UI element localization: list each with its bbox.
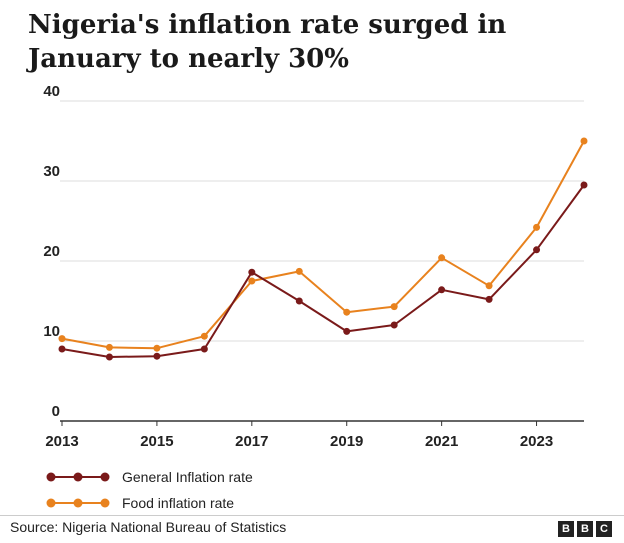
legend-item-general: General Inflation rate <box>46 464 253 490</box>
x-tick-label: 2023 <box>520 433 553 450</box>
data-point-food <box>580 137 588 145</box>
data-point-food <box>438 254 446 262</box>
data-point-general <box>533 246 541 254</box>
line-chart: 0 10 20 30 40 2013 2015 2017 2019 2021 2023 <box>43 83 588 450</box>
data-point-food <box>485 282 493 290</box>
data-point-food <box>343 308 351 316</box>
data-point-general <box>58 345 66 353</box>
x-tick-label: 2013 <box>45 433 78 450</box>
data-point-general <box>295 297 303 305</box>
data-point-food <box>533 223 541 231</box>
chart-title: Nigeria's inflation rate surged in Janua… <box>28 10 507 74</box>
data-point-general <box>580 181 588 189</box>
legend-item-food: Food inflation rate <box>46 490 253 516</box>
legend-swatch-dot <box>100 498 110 508</box>
series-group <box>58 137 588 361</box>
legend-swatch-dot <box>46 472 56 482</box>
bbc-logo-letter-b1: B <box>558 521 574 537</box>
data-point-general <box>485 295 493 303</box>
data-point-general <box>390 321 398 329</box>
legend-swatch-dot <box>73 498 83 508</box>
data-point-food <box>248 277 256 285</box>
data-point-general <box>438 286 446 294</box>
y-tick-label: 30 <box>43 163 60 180</box>
data-point-food <box>153 344 161 352</box>
data-point-food <box>58 335 66 343</box>
series-general <box>58 181 588 361</box>
gridlines <box>60 100 584 422</box>
y-tick-label: 40 <box>43 83 60 100</box>
data-point-general <box>105 353 113 361</box>
bbc-logo: B B C <box>558 521 612 537</box>
legend-swatch-general <box>46 472 110 482</box>
y-tick-label: 20 <box>43 243 60 260</box>
legend-swatch-dot <box>46 498 56 508</box>
bbc-logo-letter-c: C <box>596 521 612 537</box>
y-tick-label: 10 <box>43 323 60 340</box>
legend-swatch-food <box>46 498 110 508</box>
x-tick-label: 2019 <box>330 433 363 450</box>
x-tick-label: 2021 <box>425 433 458 450</box>
series-food <box>58 137 588 352</box>
data-point-food <box>390 303 398 311</box>
footer-divider <box>0 515 624 516</box>
legend-label-general: General Inflation rate <box>122 469 253 485</box>
series-line-food <box>61 140 585 350</box>
data-point-food <box>200 332 208 340</box>
series-line-general <box>61 184 585 358</box>
data-point-food <box>105 343 113 351</box>
bbc-logo-letter-b2: B <box>577 521 593 537</box>
data-point-general <box>343 327 351 335</box>
data-point-general <box>200 345 208 353</box>
x-axis-ticks: 2013 2015 2017 2019 2021 2023 <box>45 421 553 450</box>
y-tick-label: 0 <box>52 403 60 420</box>
legend-label-food: Food inflation rate <box>122 495 235 511</box>
x-tick-label: 2017 <box>235 433 268 450</box>
y-axis-ticks: 0 10 20 30 40 <box>43 83 60 420</box>
legend-swatch-dot <box>100 472 110 482</box>
x-tick-label: 2015 <box>140 433 173 450</box>
data-point-general <box>248 268 256 276</box>
source-note: Source: Nigeria National Bureau of Stati… <box>10 519 287 535</box>
data-point-food <box>295 267 303 275</box>
legend: General Inflation rate Food inflation ra… <box>46 464 253 516</box>
legend-swatch-dot <box>73 472 83 482</box>
data-point-general <box>153 352 161 360</box>
